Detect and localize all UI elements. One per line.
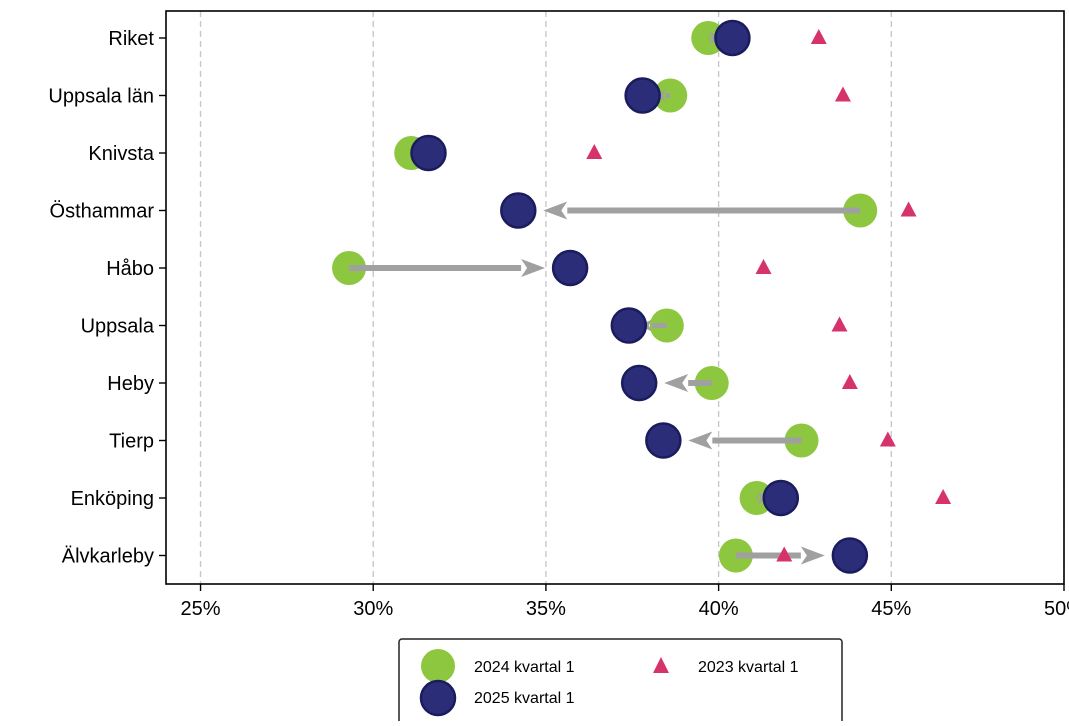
category-label: Håbo <box>106 258 154 280</box>
legend-marker-2025 <box>419 679 457 717</box>
point-2023 <box>900 201 917 217</box>
legend-marker-2024 <box>421 649 455 683</box>
arrow-head <box>688 431 713 450</box>
change-arrow <box>735 546 825 565</box>
category-label: Älvkarleby <box>62 546 154 568</box>
category-label: Uppsala län <box>48 86 154 108</box>
x-tick-label: 35% <box>526 598 566 620</box>
point-2023 <box>935 489 952 504</box>
legend-label-2023: 2023 kvartal 1 <box>698 659 799 676</box>
point-2025 <box>831 537 869 574</box>
point-2023 <box>755 259 772 274</box>
point-2025 <box>610 307 648 344</box>
point-2025 <box>620 364 658 402</box>
change-arrow <box>664 374 712 392</box>
legend: 2024 kvartal 1 2025 kvartal 1 2023 kvart… <box>398 638 843 726</box>
x-tick-label: 25% <box>181 598 221 620</box>
point-2025 <box>714 19 751 57</box>
point-2025 <box>624 77 661 114</box>
point-2025 <box>500 192 537 229</box>
axes: 25% 30% 35% 40% 45% 50% Riket Uppsala län Knivst… <box>48 28 1069 620</box>
arrow-head <box>800 546 825 565</box>
arrow-head <box>521 259 546 277</box>
legend-label-2025: 2025 kvartal 1 <box>474 690 575 707</box>
point-2023 <box>810 29 827 44</box>
category-label: Riket <box>108 28 154 50</box>
category-label: Östhammar <box>50 201 155 223</box>
point-2025 <box>551 249 589 287</box>
marker-layer-2023 <box>586 29 952 562</box>
legend-label-2024: 2024 kvartal 1 <box>474 659 575 676</box>
marker-layer-2025 <box>410 19 869 574</box>
change-arrow <box>349 259 546 277</box>
point-2025 <box>645 422 682 459</box>
point-2023 <box>776 546 793 562</box>
change-arrow <box>688 431 802 450</box>
point-2023 <box>834 86 851 102</box>
point-2025 <box>762 479 800 517</box>
category-label: Tierp <box>109 431 154 453</box>
arrow-head <box>543 201 568 220</box>
arrow-head <box>664 374 689 392</box>
change-arrow <box>543 201 861 220</box>
point-2025 <box>410 134 447 172</box>
x-tick-label: 40% <box>699 598 739 620</box>
category-label: Heby <box>107 373 154 395</box>
plot-frame <box>165 10 1065 585</box>
point-2023 <box>831 316 848 332</box>
point-2023 <box>879 431 896 447</box>
category-label: Knivsta <box>88 143 154 165</box>
legend-box <box>398 638 843 726</box>
point-2023 <box>586 144 603 159</box>
category-label: Enköping <box>71 488 154 510</box>
x-tick-label: 30% <box>353 598 393 620</box>
point-2023 <box>841 374 858 389</box>
legend-marker-2023 <box>653 657 669 673</box>
x-tick-label: 50% <box>1044 598 1069 620</box>
x-tick-label: 45% <box>871 598 911 620</box>
category-label: Uppsala <box>81 316 155 338</box>
